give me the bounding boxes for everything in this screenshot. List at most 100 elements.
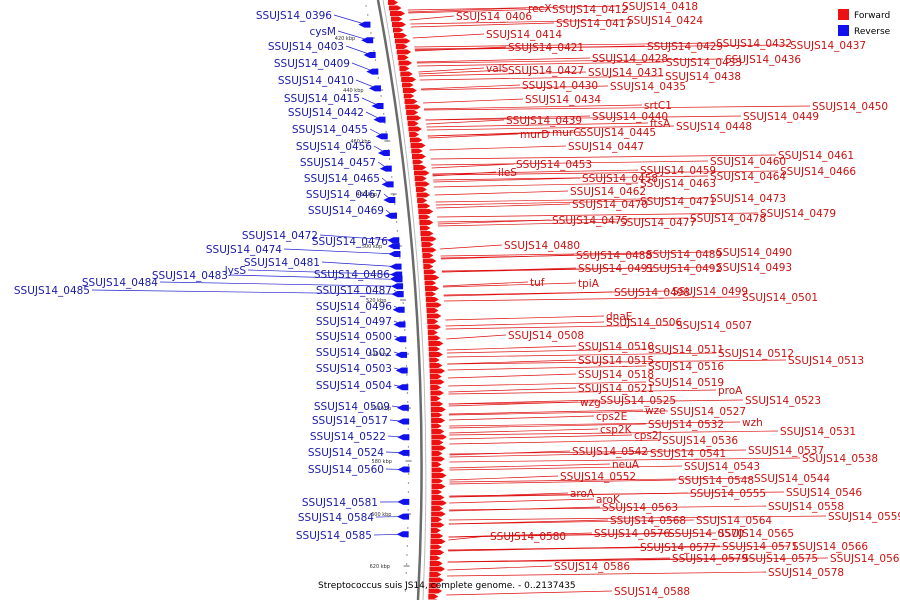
gene-label-wzh[interactable]: wzh	[742, 417, 763, 429]
gene-label-ssujs14-0456[interactable]: SSUJS14_0456	[296, 141, 372, 153]
gene-label-ssujs14-0487[interactable]: SSUJS14_0487	[316, 285, 392, 297]
gene-label-ssujs14-0489[interactable]: SSUJS14_0489	[646, 249, 722, 261]
gene-label-dnae[interactable]: dnaE	[606, 311, 632, 323]
gene-label-ssujs14-0490[interactable]: SSUJS14_0490	[716, 247, 792, 259]
gene-label-ssujs14-0584[interactable]: SSUJS14_0584	[298, 512, 374, 524]
gene-label-ssujs14-0503[interactable]: SSUJS14_0503	[316, 363, 392, 375]
gene-label-ssujs14-0421[interactable]: SSUJS14_0421	[508, 42, 584, 54]
gene-label-ssujs14-0478[interactable]: SSUJS14_0478	[690, 213, 766, 225]
gene-label-ssujs14-0430[interactable]: SSUJS14_0430	[522, 80, 598, 92]
gene-label-ssujs14-0486[interactable]: SSUJS14_0486	[314, 269, 390, 281]
gene-label-iles[interactable]: ileS	[498, 167, 517, 179]
gene-label-csp2k[interactable]: csp2K	[600, 424, 633, 436]
gene-label-ssujs14-0436[interactable]: SSUJS14_0436	[725, 54, 801, 66]
gene-label-ssujs14-0457[interactable]: SSUJS14_0457	[300, 157, 376, 169]
gene-label-ssujs14-0523[interactable]: SSUJS14_0523	[745, 395, 821, 407]
gene-label-ssujs14-0537[interactable]: SSUJS14_0537	[748, 445, 824, 457]
gene-label-ssujs14-0536[interactable]: SSUJS14_0536	[662, 435, 738, 447]
gene-label-ssujs14-0429[interactable]: SSUJS14_0429	[647, 41, 723, 53]
gene-label-tuf[interactable]: tuf	[530, 277, 545, 289]
gene-label-ssujs14-0522[interactable]: SSUJS14_0522	[310, 431, 386, 443]
gene-label-ssujs14-0459[interactable]: SSUJS14_0459	[640, 165, 716, 177]
gene-label-ssujs14-0449[interactable]: SSUJS14_0449	[743, 111, 819, 123]
gene-label-ssujs14-0577[interactable]: SSUJS14_0577	[640, 542, 716, 554]
gene-label-ftsa[interactable]: ftsA	[650, 118, 671, 130]
gene-label-ssujs14-0579[interactable]: SSUJS14_0579	[672, 553, 748, 565]
gene-label-ssujs14-0565[interactable]: SSUJS14_0565	[718, 528, 794, 540]
gene-label-ssujs14-0563[interactable]: SSUJS14_0563	[602, 502, 678, 514]
gene-label-ssujs14-0555[interactable]: SSUJS14_0555	[690, 488, 766, 500]
gene-label-ssujs14-0474[interactable]: SSUJS14_0474	[206, 244, 282, 256]
gene-label-ssujs14-0571[interactable]: SSUJS14_0571	[722, 541, 798, 553]
gene-label-ssujs14-0538[interactable]: SSUJS14_0538	[802, 453, 878, 465]
gene-label-ssujs14-0409[interactable]: SSUJS14_0409	[274, 58, 350, 70]
gene-label-ssujs14-0461[interactable]: SSUJS14_0461	[778, 150, 854, 162]
gene-label-proa[interactable]: proA	[718, 385, 743, 397]
gene-label-ssujs14-0508[interactable]: SSUJS14_0508	[508, 330, 584, 342]
gene-label-ssujs14-0525[interactable]: SSUJS14_0525	[600, 395, 676, 407]
gene-label-ssujs14-0431[interactable]: SSUJS14_0431	[588, 67, 664, 79]
gene-label-ssujs14-0475[interactable]: SSUJS14_0475	[552, 215, 628, 227]
gene-label-ssujs14-0502[interactable]: SSUJS14_0502	[316, 347, 392, 359]
gene-label-ssujs14-0414[interactable]: SSUJS14_0414	[486, 29, 562, 41]
gene-label-lyss[interactable]: lysS	[225, 265, 247, 277]
gene-label-ssujs14-0558[interactable]: SSUJS14_0558	[768, 501, 844, 513]
gene-label-ssujs14-0570[interactable]: SSUJS14_0570	[668, 528, 744, 540]
gene-label-ssujs14-0440[interactable]: SSUJS14_0440	[592, 111, 668, 123]
gene-label-ssujs14-0510[interactable]: SSUJS14_0510	[578, 341, 654, 353]
gene-label-ssujs14-0396[interactable]: SSUJS14_0396	[256, 10, 332, 22]
gene-label-ssujs14-0507[interactable]: SSUJS14_0507	[676, 320, 752, 332]
gene-label-ssujs14-0442[interactable]: SSUJS14_0442	[288, 107, 364, 119]
gene-label-ssujs14-0480[interactable]: SSUJS14_0480	[504, 240, 580, 252]
gene-label-ssujs14-0428[interactable]: SSUJS14_0428	[592, 53, 668, 65]
gene-label-ssujs14-0415[interactable]: SSUJS14_0415	[284, 93, 360, 105]
gene-label-ssujs14-0466[interactable]: SSUJS14_0466	[780, 166, 856, 178]
gene-label-ssujs14-0432[interactable]: SSUJS14_0432	[716, 38, 792, 50]
gene-label-ssujs14-0448[interactable]: SSUJS14_0448	[676, 121, 752, 133]
gene-label-tpia[interactable]: tpiA	[578, 278, 600, 290]
gene-label-ssujs14-0485[interactable]: SSUJS14_0485	[14, 285, 90, 297]
gene-label-ssujs14-0581[interactable]: SSUJS14_0581	[302, 497, 378, 509]
gene-label-ssujs14-0517[interactable]: SSUJS14_0517	[312, 415, 388, 427]
gene-label-recx[interactable]: recX	[528, 3, 552, 15]
gene-label-ssujs14-0560[interactable]: SSUJS14_0560	[308, 464, 384, 476]
gene-label-ssujs14-0483[interactable]: SSUJS14_0483	[152, 270, 228, 282]
gene-label-ssujs14-0509[interactable]: SSUJS14_0509	[314, 401, 390, 413]
gene-label-ssujs14-0496[interactable]: SSUJS14_0496	[316, 301, 392, 313]
gene-label-ssujs14-0435[interactable]: SSUJS14_0435	[610, 81, 686, 93]
gene-label-ssujs14-0586[interactable]: SSUJS14_0586	[554, 561, 630, 573]
gene-label-ssujs14-0453[interactable]: SSUJS14_0453	[516, 159, 592, 171]
gene-label-ssujs14-0585[interactable]: SSUJS14_0585	[296, 530, 372, 542]
gene-label-ssujs14-0464[interactable]: SSUJS14_0464	[710, 171, 786, 183]
gene-label-ssujs14-0580[interactable]: SSUJS14_0580	[490, 531, 566, 543]
gene-label-aroa[interactable]: aroA	[570, 488, 595, 500]
gene-label-ssujs14-0445[interactable]: SSUJS14_0445	[580, 127, 656, 139]
gene-label-ssujs14-0498[interactable]: SSUJS14_0498	[614, 287, 690, 299]
gene-label-ssujs14-0403[interactable]: SSUJS14_0403	[268, 41, 344, 53]
gene-label-ssujs14-0519[interactable]: SSUJS14_0519	[648, 377, 724, 389]
gene-label-cysm[interactable]: cysM	[309, 26, 336, 38]
gene-label-ssujs14-0424[interactable]: SSUJS14_0424	[627, 15, 703, 27]
gene-label-ssujs14-0470[interactable]: SSUJS14_0470	[572, 199, 648, 211]
gene-label-ssujs14-0450[interactable]: SSUJS14_0450	[812, 101, 888, 113]
gene-label-ssujs14-0527[interactable]: SSUJS14_0527	[670, 406, 746, 418]
gene-label-ssujs14-0455[interactable]: SSUJS14_0455	[292, 124, 368, 136]
gene-label-ssujs14-0578[interactable]: SSUJS14_0578	[768, 567, 844, 579]
gene-label-ssujs14-0471[interactable]: SSUJS14_0471	[640, 196, 716, 208]
gene-label-ssujs14-0532[interactable]: SSUJS14_0532	[648, 419, 724, 431]
gene-label-murd[interactable]: murD	[520, 129, 549, 141]
gene-label-ssujs14-0512[interactable]: SSUJS14_0512	[718, 348, 794, 360]
gene-label-ssujs14-0438[interactable]: SSUJS14_0438	[665, 71, 741, 83]
gene-label-ssujs14-0542[interactable]: SSUJS14_0542	[572, 446, 648, 458]
gene-label-ssujs14-0499[interactable]: SSUJS14_0499	[672, 286, 748, 298]
gene-label-ssujs14-0458[interactable]: SSUJS14_0458	[582, 173, 658, 185]
gene-label-ssujs14-0504[interactable]: SSUJS14_0504	[316, 380, 392, 392]
gene-label-ssujs14-0548[interactable]: SSUJS14_0548	[678, 475, 754, 487]
gene-label-ssujs14-0569[interactable]: SSUJS14_0569	[830, 553, 900, 565]
gene-label-ssujs14-0500[interactable]: SSUJS14_0500	[316, 331, 392, 343]
gene-label-ssujs14-0472[interactable]: SSUJS14_0472	[242, 230, 318, 242]
gene-label-ssujs14-0433[interactable]: SSUJS14_0433	[666, 57, 742, 69]
gene-label-cps2e[interactable]: cps2E	[596, 411, 627, 423]
gene-label-ssujs14-0418[interactable]: SSUJS14_0418	[622, 1, 698, 13]
gene-label-cps2j[interactable]: cps2J	[634, 430, 662, 442]
